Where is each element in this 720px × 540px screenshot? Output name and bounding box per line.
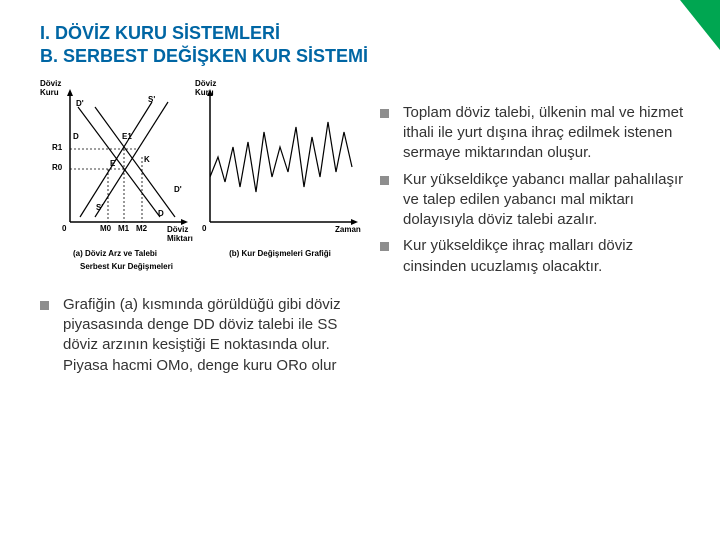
- chart-svg: [40, 77, 360, 247]
- caption-a: (a) Döviz Arz ve Talebi: [40, 249, 190, 258]
- title-line1: I. DÖVİZ KURU SİSTEMLERİ: [40, 23, 280, 43]
- page-header: I. DÖVİZ KURU SİSTEMLERİ B. SERBEST DEĞİ…: [0, 0, 720, 69]
- chart-subcaption: Serbest Kur Değişmeleri: [80, 262, 370, 271]
- lbl-oa: 0: [62, 224, 66, 233]
- right-bullet-2: Kur yükseldikçe yabancı mallar pahalılaş…: [380, 170, 700, 231]
- corner-accent: [680, 0, 720, 50]
- lbl-m2: M2: [136, 224, 147, 233]
- lbl-ob: 0: [202, 224, 206, 233]
- lbl-d-bot: D: [158, 209, 164, 218]
- lbl-s-bot: S': [96, 203, 103, 212]
- lbl-r1: R1: [52, 143, 62, 152]
- lbl-d-mid: D: [73, 132, 79, 141]
- axis-label-b-x: Zaman: [335, 225, 361, 234]
- right-bullet-1-text: Toplam döviz talebi, ülkenin mal ve hizm…: [403, 103, 700, 164]
- caption-b: (b) Kur Değişmeleri Grafiği: [190, 249, 370, 258]
- right-bullet-3: Kur yükseldikçe ihraç malları döviz cins…: [380, 236, 700, 277]
- left-bullet: Grafiğin (a) kısmında görüldüğü gibi döv…: [40, 295, 370, 376]
- right-bullet-1: Toplam döviz talebi, ülkenin mal ve hizm…: [380, 103, 700, 164]
- right-bullet-3-text: Kur yükseldikçe ihraç malları döviz cins…: [403, 236, 700, 277]
- axis-label-a-x: Döviz Miktarı: [167, 225, 197, 243]
- economics-chart: Döviz Kuru Döviz Kuru D' S' D E1 R1 R0 E…: [40, 77, 360, 247]
- bullet-icon: [380, 176, 389, 185]
- lbl-m1: M1: [118, 224, 129, 233]
- lbl-d-right: D': [174, 185, 182, 194]
- right-bullet-2-text: Kur yükseldikçe yabancı mallar pahalılaş…: [403, 170, 700, 231]
- bullet-icon: [40, 301, 49, 310]
- lbl-e: E: [110, 159, 115, 168]
- right-column: Toplam döviz talebi, ülkenin mal ve hizm…: [370, 77, 700, 376]
- content-row: Döviz Kuru Döviz Kuru D' S' D E1 R1 R0 E…: [0, 69, 720, 376]
- bullet-icon: [380, 109, 389, 118]
- lbl-k: K: [144, 155, 150, 164]
- axis-label-b-y: Döviz Kuru: [195, 79, 223, 97]
- lbl-r0: R0: [52, 163, 62, 172]
- lbl-s-top: S': [148, 95, 155, 104]
- title-line2: B. SERBEST DEĞİŞKEN KUR SİSTEMİ: [40, 46, 368, 66]
- left-bullet-text: Grafiğin (a) kısmında görüldüğü gibi döv…: [63, 295, 370, 376]
- lbl-d-top: D': [76, 99, 84, 108]
- chart-captions: (a) Döviz Arz ve Talebi (b) Kur Değişmel…: [40, 249, 370, 258]
- page-title: I. DÖVİZ KURU SİSTEMLERİ B. SERBEST DEĞİ…: [40, 22, 720, 69]
- axis-label-a-y: Döviz Kuru: [40, 79, 68, 97]
- bullet-icon: [380, 242, 389, 251]
- left-column: Döviz Kuru Döviz Kuru D' S' D E1 R1 R0 E…: [40, 77, 370, 376]
- lbl-m0: M0: [100, 224, 111, 233]
- lbl-e1: E1: [122, 132, 132, 141]
